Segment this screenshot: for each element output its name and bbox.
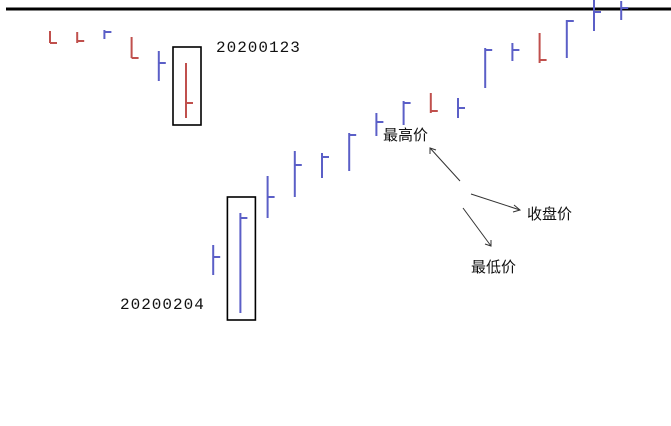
ohlc-bar (348, 133, 357, 171)
ohlc-bar (593, 0, 601, 31)
price-bars (49, 0, 629, 313)
arrow-close (470, 193, 521, 211)
ohlc-bar (266, 176, 275, 218)
ohlc-bar (375, 113, 384, 136)
ohlc-bar (239, 213, 248, 313)
ohlc-bar (429, 93, 438, 113)
arrow-high-head (429, 147, 437, 154)
annotation-close-label: 收盘价 (527, 205, 572, 223)
highlight-box-20200123 (172, 46, 202, 126)
ohlc-bar (511, 43, 520, 61)
date-label-20200123: 20200123 (216, 39, 301, 57)
highlight-box-20200204 (226, 196, 257, 321)
ohlc-bar (565, 20, 574, 58)
annotation-low-label: 最低价 (471, 258, 516, 276)
ohlc-bar (402, 101, 411, 125)
highlight-frames (172, 46, 257, 321)
ohlc-bar (620, 1, 629, 20)
ohlc-bar (293, 151, 302, 197)
arrow-close-head (512, 204, 522, 213)
ohlc-bar (321, 153, 329, 178)
date-label-20200204: 20200204 (120, 296, 205, 314)
ohlc-bar (185, 63, 193, 118)
arrow-high (429, 147, 461, 182)
ohlc-bar (49, 31, 57, 44)
ohlc-bar (130, 37, 139, 59)
arrow-low-head (484, 240, 492, 247)
ohlc-bar (157, 51, 166, 81)
ohlc-bar (76, 32, 85, 43)
ohlc-bar (103, 30, 112, 39)
ohlc-bar (538, 33, 547, 63)
arrow-low (462, 207, 492, 247)
ohlc-bar (457, 98, 465, 118)
ohlc-bar (212, 245, 221, 275)
annotation-high-label: 最高价 (383, 126, 428, 144)
annotation-arrows (429, 147, 522, 247)
ohlc-bar (484, 48, 493, 88)
